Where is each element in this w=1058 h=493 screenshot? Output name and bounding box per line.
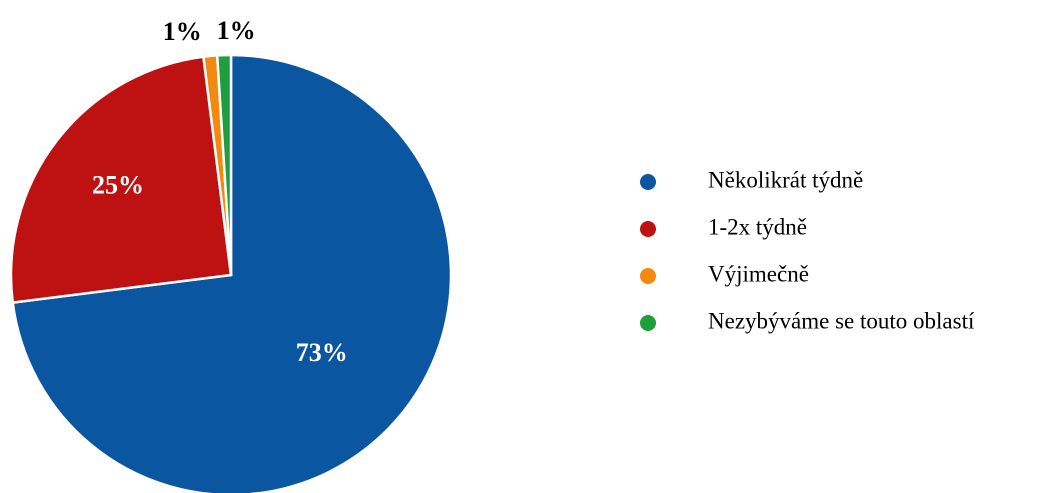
pie-slice-4 xyxy=(215,53,233,276)
pie-slice-2 xyxy=(9,55,233,304)
legend-label-4: Nezybýváme se touto oblastí xyxy=(708,308,975,333)
legend-label-3: Výjimečně xyxy=(708,261,809,286)
chart-legend: Několikrát týdně 1-2x týdně Výjimečně Nezyb… xyxy=(640,167,975,333)
pie-value-label-2: 25% xyxy=(92,170,144,199)
legend-marker-1 xyxy=(640,174,656,190)
legend-label-1: Několikrát týdně xyxy=(708,167,863,192)
legend-marker-2 xyxy=(640,221,656,237)
pie-slices xyxy=(9,53,453,493)
legend-marker-4 xyxy=(640,315,656,331)
legend-marker-3 xyxy=(640,268,656,284)
pie-value-label-4: 1% xyxy=(217,16,256,45)
pie-value-label-3: 1% xyxy=(163,17,202,46)
pie-value-label-1: 73% xyxy=(296,338,348,367)
pie-value-labels: 73% 25% 1% 1% xyxy=(92,16,348,367)
legend-label-2: 1-2x týdně xyxy=(708,214,807,239)
